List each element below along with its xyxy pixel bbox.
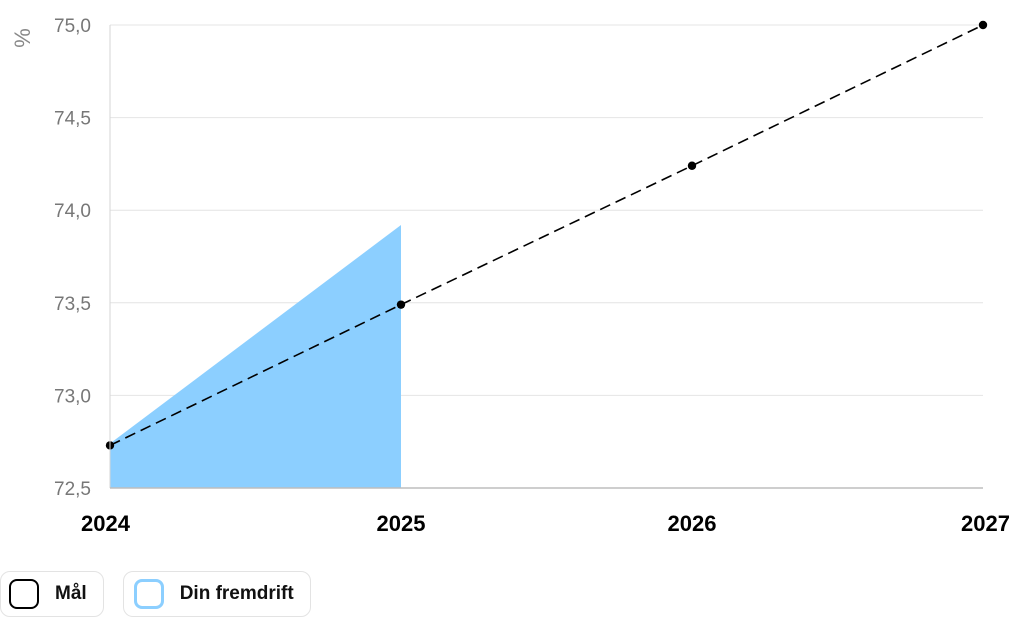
legend-item-progress[interactable]: Din fremdrift (122, 571, 311, 617)
legend-label-progress: Din fremdrift (179, 583, 294, 604)
gridlines (110, 24, 983, 396)
chart: 72,5 73,0 73,5 74,0 74,5 75,0 2024 2025 2026 2027… (10, 16, 1010, 536)
goal-line (109, 24, 984, 447)
y-tick-label: 73,5 (54, 294, 91, 315)
goal-point (396, 300, 406, 309)
axes: 72,5 73,0 73,5 74,0 74,5 75,0 2024 2025 2026 2027 (54, 16, 1010, 536)
legend-item-goal[interactable]: Mål (0, 571, 104, 617)
goal-point (687, 161, 697, 170)
y-tick-label: 72,5 (54, 479, 91, 500)
legend: Mål Din fremdrift (0, 571, 311, 617)
progress-area (110, 225, 401, 489)
x-tick-label: 2024 (81, 511, 131, 536)
progress-area-layer (110, 225, 401, 489)
y-unit-label: % (10, 28, 35, 48)
legend-swatch-goal (9, 579, 39, 609)
y-tick-label: 75,0 (54, 16, 91, 37)
legend-swatch-progress (133, 579, 164, 609)
x-tick-label: 2026 (668, 511, 717, 536)
x-tick-label: 2025 (377, 511, 426, 536)
goal-point (978, 20, 988, 30)
x-tick-label: 2027 (961, 511, 1010, 536)
y-tick-label: 73,0 (54, 386, 91, 407)
y-tick-label: 74,0 (54, 201, 91, 222)
y-tick-label: 74,5 (54, 109, 91, 130)
legend-label-goal: Mål (55, 583, 87, 604)
